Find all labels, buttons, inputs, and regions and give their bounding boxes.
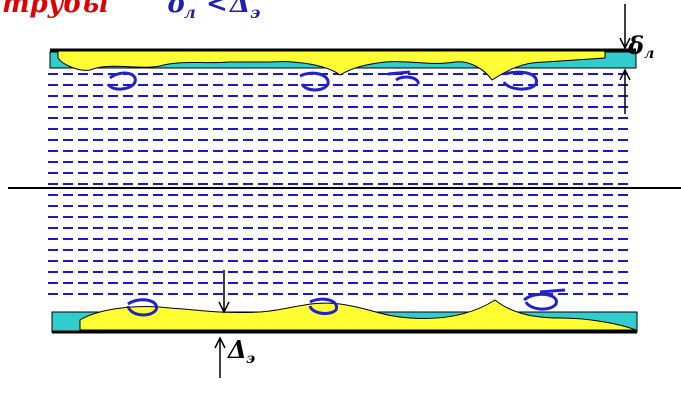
top-pipe-wall [49, 48, 637, 81]
title: трубы δ л < Δ э [2, 0, 260, 22]
bottom-deposit-layer [79, 299, 637, 331]
bottom-roughness-label: Δ [227, 335, 247, 364]
title-word: трубы [2, 0, 108, 19]
vortex-swirl-icon [106, 70, 566, 317]
arrow-up-icon [214, 270, 230, 378]
bottom-pipe-wall [51, 299, 638, 334]
title-formula-rhs-sub: э [250, 3, 260, 22]
flow-streamlines [48, 73, 628, 295]
arrow-down-icon [619, 4, 631, 114]
title-formula-delta-sub: л [184, 3, 196, 22]
title-formula-delta: δ [167, 0, 185, 19]
title-formula-relation: < [206, 0, 228, 19]
top-thickness-label: δ [627, 31, 644, 60]
bottom-roughness-sub: э [246, 351, 255, 367]
title-formula-rhs: Δ [228, 0, 250, 19]
top-thickness-sub: л [644, 46, 654, 62]
top-deposit-layer [57, 49, 606, 81]
